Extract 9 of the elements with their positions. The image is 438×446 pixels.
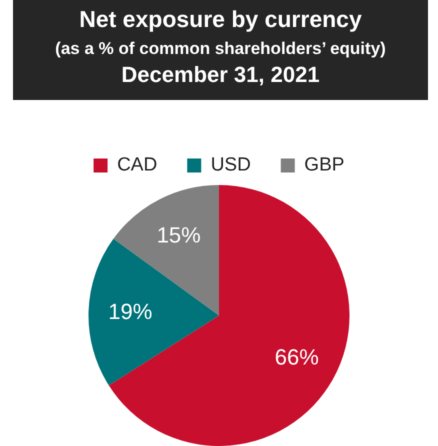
data-label: 15%: [156, 222, 201, 248]
chart-title: Net exposure by currency: [78, 6, 363, 33]
legend-label: GBP: [304, 154, 344, 176]
chart-subtitle: (as a % of common shareholders’ equity): [54, 39, 387, 59]
data-label: 19%: [108, 298, 152, 324]
data-label: 66%: [274, 344, 319, 370]
text: December 31, 2021: [120, 62, 321, 88]
legend-label: USD: [210, 154, 251, 176]
legend-label: CAD: [117, 154, 158, 176]
